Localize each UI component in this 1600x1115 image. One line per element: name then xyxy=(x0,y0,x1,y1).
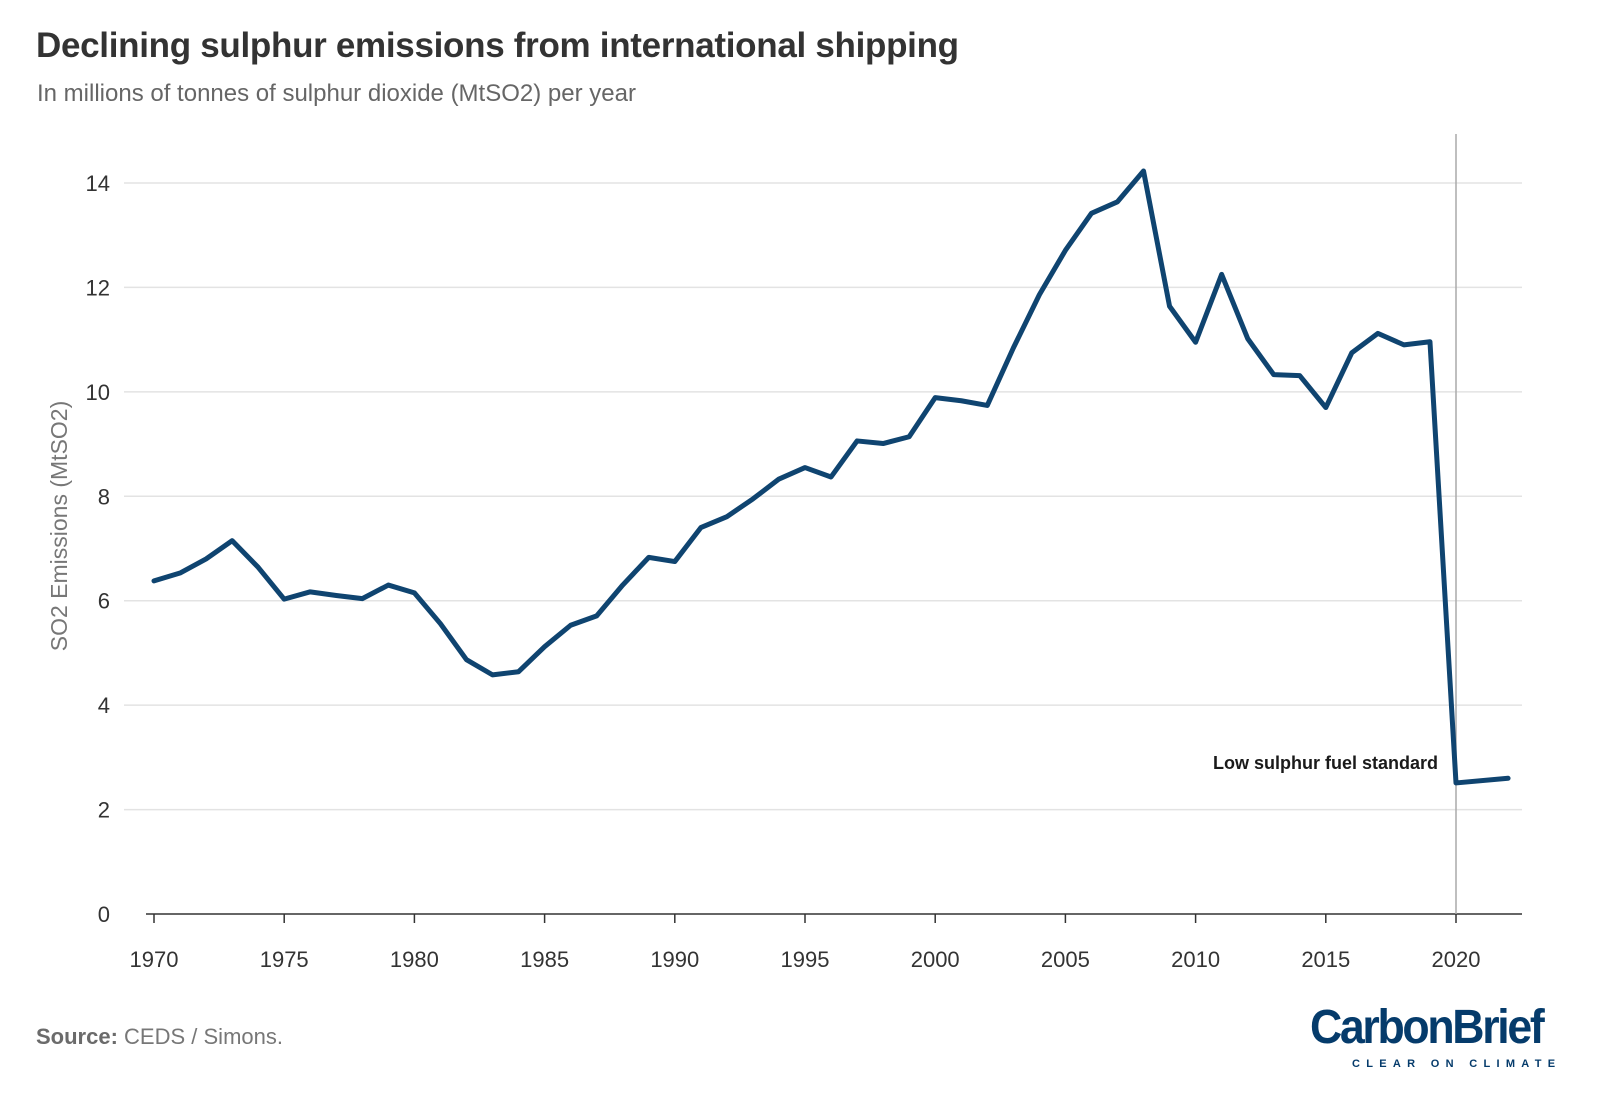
x-tick-label-2010: 2010 xyxy=(1171,947,1220,972)
y-axis-title: SO2 Emissions (MtSO2) xyxy=(46,401,72,652)
y-tick-label-14: 14 xyxy=(86,171,110,196)
x-tick-label-2020: 2020 xyxy=(1432,947,1481,972)
y-tick-label-12: 12 xyxy=(86,275,110,300)
x-tick-label-1985: 1985 xyxy=(520,947,569,972)
logo-wordmark: CarbonBrief xyxy=(1310,1001,1545,1054)
chart-subtitle: In millions of tonnes of sulphur dioxide… xyxy=(37,80,636,107)
x-tick-label-1980: 1980 xyxy=(390,947,439,972)
chart-title: Declining sulphur emissions from interna… xyxy=(36,26,959,65)
x-tick-label-1970: 1970 xyxy=(130,947,179,972)
y-tick-label-6: 6 xyxy=(98,589,110,614)
source-label: Source: xyxy=(36,1024,118,1049)
y-tick-label-4: 4 xyxy=(98,693,110,718)
source-text: CEDS / Simons. xyxy=(124,1024,283,1049)
x-tick-label-2015: 2015 xyxy=(1301,947,1350,972)
y-tick-label-0: 0 xyxy=(98,902,110,927)
x-tick-label-2005: 2005 xyxy=(1041,947,1090,972)
source-note: Source: CEDS / Simons. xyxy=(36,1024,283,1050)
y-tick-label-8: 8 xyxy=(98,484,110,509)
y-tick-label-2: 2 xyxy=(98,798,110,823)
x-tick-label-1990: 1990 xyxy=(650,947,699,972)
logo-tagline: CLEAR ON CLIMATE xyxy=(1352,1058,1562,1070)
y-tick-label-10: 10 xyxy=(86,380,110,405)
x-tick-label-1975: 1975 xyxy=(260,947,309,972)
series-line-emissions xyxy=(151,168,1511,786)
x-tick-label-1995: 1995 xyxy=(781,947,830,972)
annotation-label: Low sulphur fuel standard xyxy=(1213,753,1438,773)
x-tick-label-2000: 2000 xyxy=(911,947,960,972)
carbonbrief-logo: CarbonBrief CLEAR ON CLIMATE xyxy=(1310,1001,1562,1074)
